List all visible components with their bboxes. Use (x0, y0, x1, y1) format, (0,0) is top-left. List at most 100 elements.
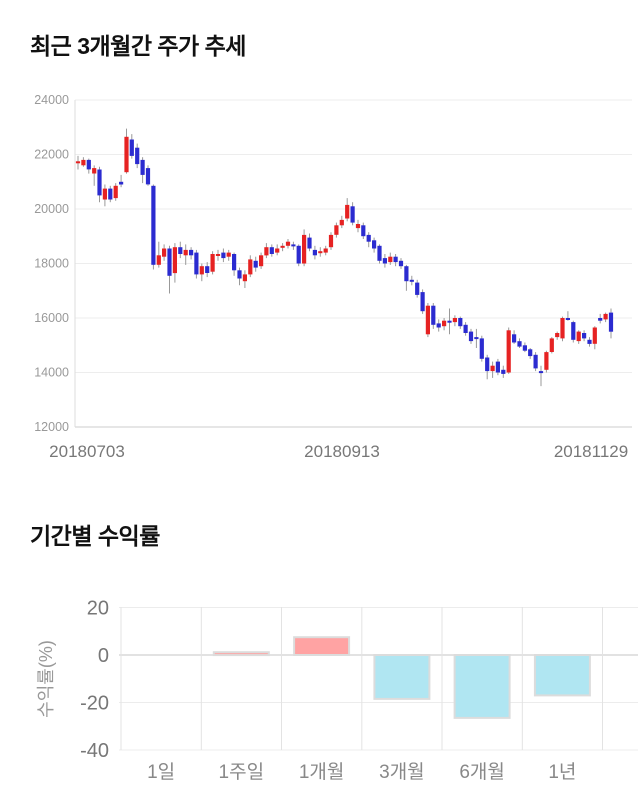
candle-body (205, 266, 210, 273)
candle-body (431, 305, 436, 325)
candle-body (285, 241, 291, 246)
candle-body (512, 334, 517, 343)
price-chart-title: 최근 3개월간 주가 추세 (30, 33, 246, 59)
candle-body (420, 292, 425, 312)
returns-chart-svg: 20 0 -20 -40 1일 1주일 1개월 3개월 6개월 1년 수익률(%) (36, 598, 638, 783)
candle-body (388, 256, 393, 263)
candle-body (533, 354, 538, 369)
candle-body (113, 185, 118, 199)
category-label: 6개월 (459, 761, 505, 783)
candle-body (608, 312, 614, 332)
x-tick-label: 20180703 (49, 442, 125, 461)
candle-body (75, 161, 81, 164)
candle-body (560, 318, 565, 339)
return-bar (533, 654, 591, 697)
candle-body (339, 219, 344, 226)
candle-body (592, 327, 597, 344)
candle-body (565, 318, 570, 320)
y-tick-label: 18000 (34, 257, 69, 271)
candle-body (135, 147, 140, 165)
candle-body (355, 224, 361, 229)
returns-bar-chart: 20 0 -20 -40 1일 1주일 1개월 3개월 6개월 1년 수익률(%) (0, 575, 640, 805)
candle-body (603, 313, 608, 320)
y-tick-label: 16000 (34, 311, 69, 325)
category-label: 1주일 (219, 761, 265, 783)
candle-body (334, 225, 339, 235)
candle-body (97, 169, 102, 196)
candle-body (199, 266, 204, 275)
candle-body (183, 249, 188, 256)
candle-body (307, 237, 312, 249)
candle-body (253, 260, 258, 268)
candle-body (490, 365, 495, 372)
candle-body (108, 188, 113, 200)
candle-body (528, 349, 533, 357)
candle-body (463, 324, 468, 333)
candle-body (538, 371, 544, 374)
candle-body (501, 369, 506, 374)
candle-body (409, 279, 414, 282)
candle-body (296, 245, 301, 264)
candle-body (226, 252, 231, 257)
candle-body (404, 266, 409, 282)
candle-body (291, 244, 296, 247)
candle-body (248, 259, 253, 275)
candle-body (350, 206, 355, 223)
candle-body (398, 260, 404, 267)
candle-body (259, 255, 264, 267)
return-bar (453, 654, 511, 719)
x-tick-label: 20180913 (304, 442, 380, 461)
y-tick-label: 22000 (34, 148, 69, 162)
candle-body (372, 240, 377, 249)
price-chart-svg: 24000 22000 20000 18000 16000 14000 12000 20180… (34, 93, 632, 461)
candle-body (382, 258, 387, 264)
return-bar (293, 636, 351, 656)
category-label: 1년 (548, 761, 576, 783)
candle-body (172, 247, 177, 274)
x-tick-label: 20181129 (554, 442, 628, 461)
candle-body (178, 247, 183, 254)
candle-body (318, 251, 323, 254)
candle-body (328, 234, 334, 248)
candle-body (162, 248, 167, 257)
candle-body (242, 274, 247, 282)
y-tick-label: 20000 (34, 202, 69, 216)
return-bar (212, 651, 270, 657)
y-tick-label: 12000 (34, 420, 69, 434)
candle-body (571, 322, 576, 340)
candle-body (587, 339, 592, 344)
candle-body (129, 139, 134, 156)
y-tick-label: -20 (80, 693, 109, 715)
candle-body (582, 333, 587, 339)
candle-body (92, 168, 97, 174)
candle-body (151, 185, 156, 265)
y-tick-label: -40 (80, 740, 109, 762)
candle-body (221, 252, 226, 259)
candle-body (425, 305, 430, 335)
candle-body (194, 252, 199, 275)
y-tick-label: 20 (87, 598, 109, 620)
price-candlestick-chart: 24000 22000 20000 18000 16000 14000 12000 20180… (0, 85, 640, 470)
candle-body (302, 234, 307, 264)
candle-body (576, 331, 581, 342)
candle-body (377, 245, 382, 261)
candle-body (452, 318, 457, 323)
candle-body (506, 330, 511, 373)
candle-body (323, 248, 328, 253)
category-label: 3개월 (379, 761, 425, 783)
y-tick-label: 0 (98, 645, 109, 667)
candle-body (232, 254, 237, 271)
candle-body (485, 357, 490, 372)
candle-body (156, 255, 161, 265)
candle-body (415, 282, 420, 295)
candle-body (269, 247, 274, 254)
candle-body (102, 188, 107, 200)
candle-body (495, 361, 500, 373)
return-bar (373, 654, 431, 700)
y-tick-label: 14000 (34, 366, 69, 380)
candle-body (210, 254, 215, 272)
candle-body (598, 318, 603, 321)
candle-body (468, 331, 474, 342)
candle-body (436, 323, 441, 328)
